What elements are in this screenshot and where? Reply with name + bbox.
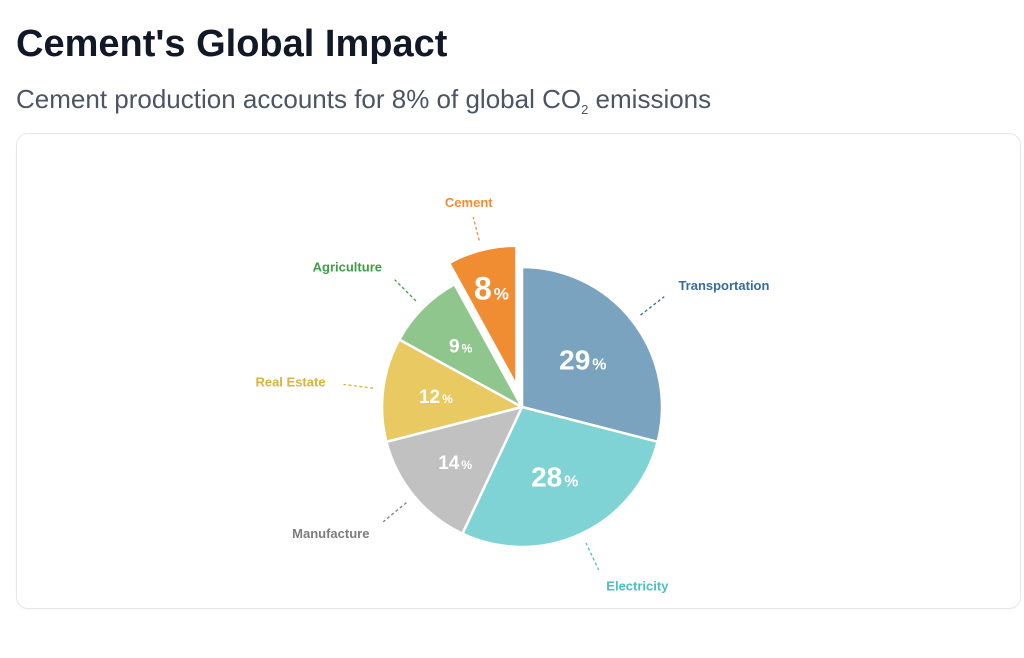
page-subtitle: Cement production accounts for 8% of glo…: [16, 82, 711, 127]
subtitle-subscript: 2: [581, 102, 589, 117]
subtitle-text: Cement production accounts for 8% of glo…: [16, 84, 582, 114]
value-label-manufacture: 14%: [438, 453, 472, 474]
subtitle-text-end: emissions: [588, 84, 712, 114]
value-label-transportation: 29%: [559, 345, 606, 376]
slice-value-labels: 8 % 29 % 28 % 14 % 12 % 9%: [419, 270, 607, 492]
value-label-cement: 8%: [474, 270, 509, 306]
page-title: Cement's Global Impact: [16, 23, 448, 65]
category-labels: Cement Transportation Electricity Manufactu…: [255, 195, 769, 594]
category-label-transportation: Transportation: [678, 278, 769, 293]
leader-line-manufacture: [382, 502, 407, 523]
category-label-cement: Cement: [445, 195, 493, 210]
leader-line-cement: [472, 216, 480, 241]
slice-electricity: [461, 405, 659, 549]
leader-line-electricity: [585, 542, 600, 571]
slice-cement: [447, 244, 518, 387]
value-label-real-estate: 12%: [419, 387, 453, 408]
slice-transportation: [520, 265, 664, 444]
pie-slices: [380, 244, 664, 549]
category-label-real-estate: Real Estate: [255, 375, 325, 390]
leader-line-real-estate: [343, 383, 374, 389]
category-label-electricity: Electricity: [606, 579, 669, 594]
category-label-agriculture: Agriculture: [313, 260, 382, 275]
category-label-manufacture: Manufacture: [292, 526, 369, 541]
slice-real-estate: [380, 338, 524, 444]
slice-agriculture: [398, 283, 524, 409]
leader-line-transportation: [640, 296, 665, 316]
leader-line-agriculture: [394, 279, 417, 302]
value-label-electricity: 28%: [531, 461, 578, 492]
value-label-agriculture: 9%: [449, 336, 473, 357]
slice-manufacture: [385, 405, 524, 535]
